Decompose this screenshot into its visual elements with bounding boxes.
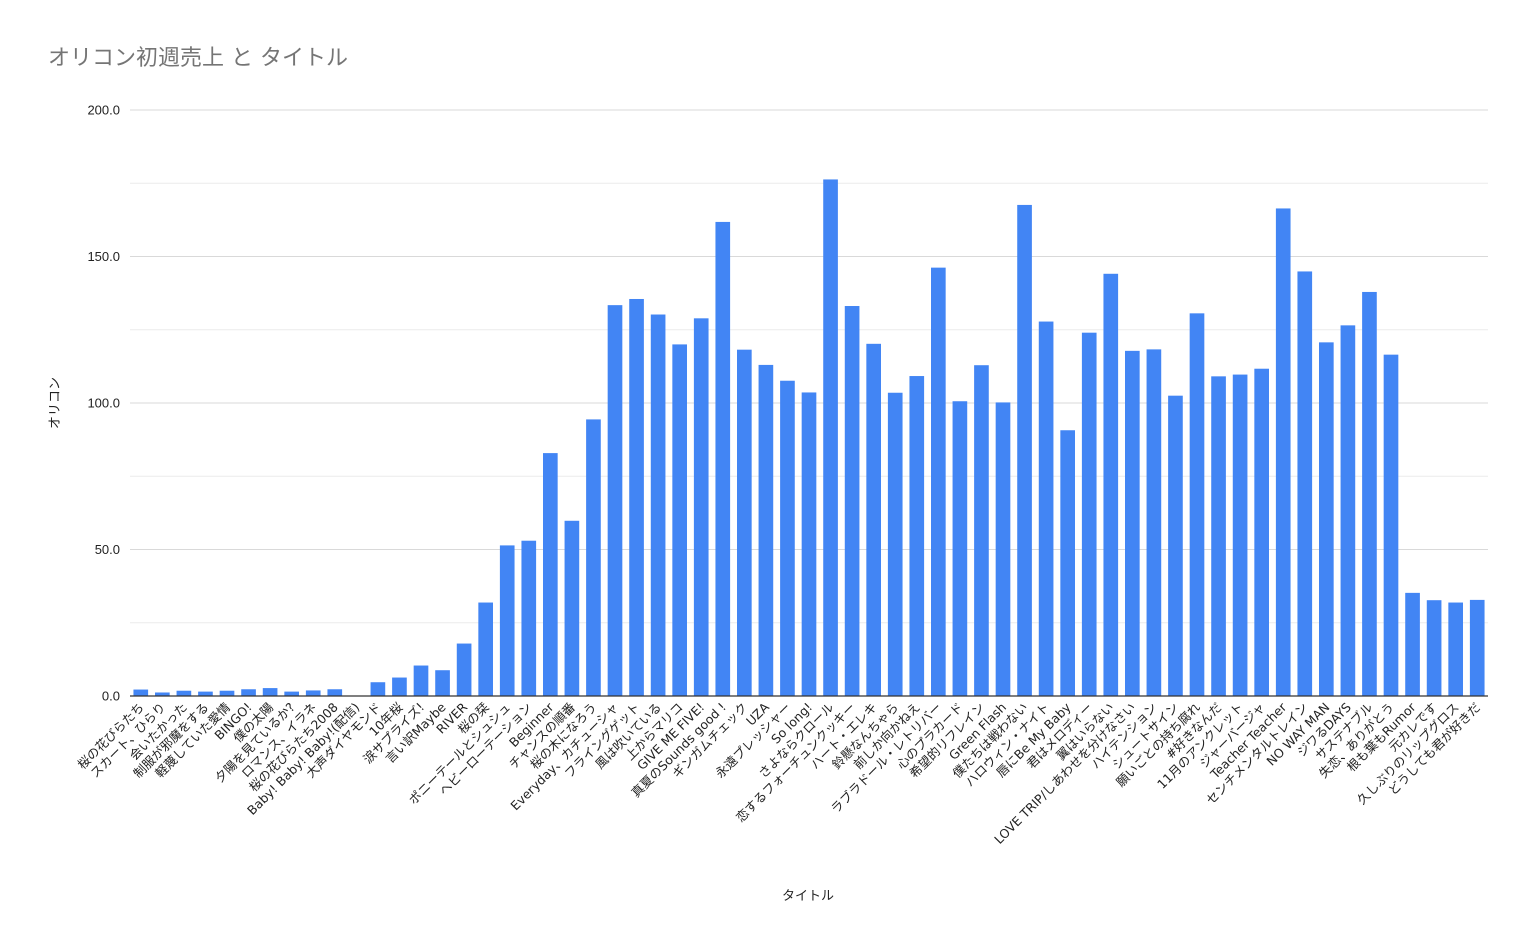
y-tick-label: 150.0 [87, 249, 120, 264]
y-tick-label: 50.0 [95, 542, 120, 557]
bar [1469, 599, 1485, 696]
bar [219, 690, 235, 696]
bar [327, 689, 343, 696]
y-tick-label: 100.0 [87, 396, 120, 411]
bar [715, 221, 731, 696]
bar [1254, 368, 1269, 696]
bar [737, 349, 752, 696]
bar [995, 402, 1011, 696]
bar [909, 376, 925, 696]
bar [1275, 208, 1291, 696]
bar [780, 380, 795, 696]
bar [1448, 602, 1463, 696]
bar [176, 690, 192, 696]
bar [866, 343, 881, 696]
bar [607, 305, 623, 696]
bar [133, 689, 149, 696]
bar [1319, 342, 1334, 696]
bar [801, 392, 817, 696]
bar [478, 602, 493, 696]
x-axis-category-labels: 桜の花びらたちスカート、ひらり会いたかった制服が邪魔をする軽蔑していた愛情BIN… [74, 699, 1483, 847]
bar [392, 677, 407, 696]
bar [1297, 271, 1313, 696]
y-tick-label: 200.0 [87, 103, 120, 118]
bar [1038, 321, 1054, 696]
bar [499, 545, 515, 696]
bar [1383, 354, 1399, 696]
bar [1426, 600, 1442, 696]
bars [133, 179, 1485, 697]
bar [586, 419, 601, 696]
bar [629, 298, 644, 696]
bar [931, 267, 946, 696]
bar [823, 179, 838, 697]
bar [693, 318, 709, 696]
bar [564, 520, 580, 696]
bar [198, 691, 213, 696]
chart-title: オリコン初週売上 と タイトル [48, 46, 348, 71]
bar [521, 540, 537, 696]
bar [435, 670, 450, 696]
bar [1340, 325, 1356, 696]
bar [1125, 350, 1140, 696]
bar [1103, 273, 1119, 696]
bar [887, 392, 903, 696]
bar [456, 643, 472, 696]
bar [1211, 376, 1226, 696]
bar [1081, 332, 1097, 696]
bar [1189, 313, 1205, 696]
bar [758, 364, 774, 696]
bar [370, 682, 386, 696]
y-axis-ticks: 0.0 50.0 100.0 150.0 200.0 [87, 103, 120, 704]
bar [284, 691, 299, 696]
bar [952, 401, 968, 696]
bar [155, 692, 170, 696]
bar [1362, 291, 1377, 696]
bar [844, 306, 860, 696]
y-tick-label: 0.0 [102, 689, 120, 704]
bar [1060, 430, 1075, 696]
bar [1017, 204, 1032, 696]
bar [262, 688, 278, 696]
bar [974, 365, 989, 696]
bar [1405, 592, 1420, 696]
bar [650, 314, 666, 696]
bar [1146, 349, 1162, 696]
bar [1232, 374, 1248, 696]
bar [305, 690, 321, 696]
bar [672, 344, 687, 696]
x-axis-title: タイトル [782, 889, 834, 904]
bar [1168, 395, 1183, 696]
bar [241, 689, 256, 696]
bar [543, 453, 558, 696]
y-axis-title: オリコン [48, 377, 63, 429]
bar [413, 665, 429, 696]
